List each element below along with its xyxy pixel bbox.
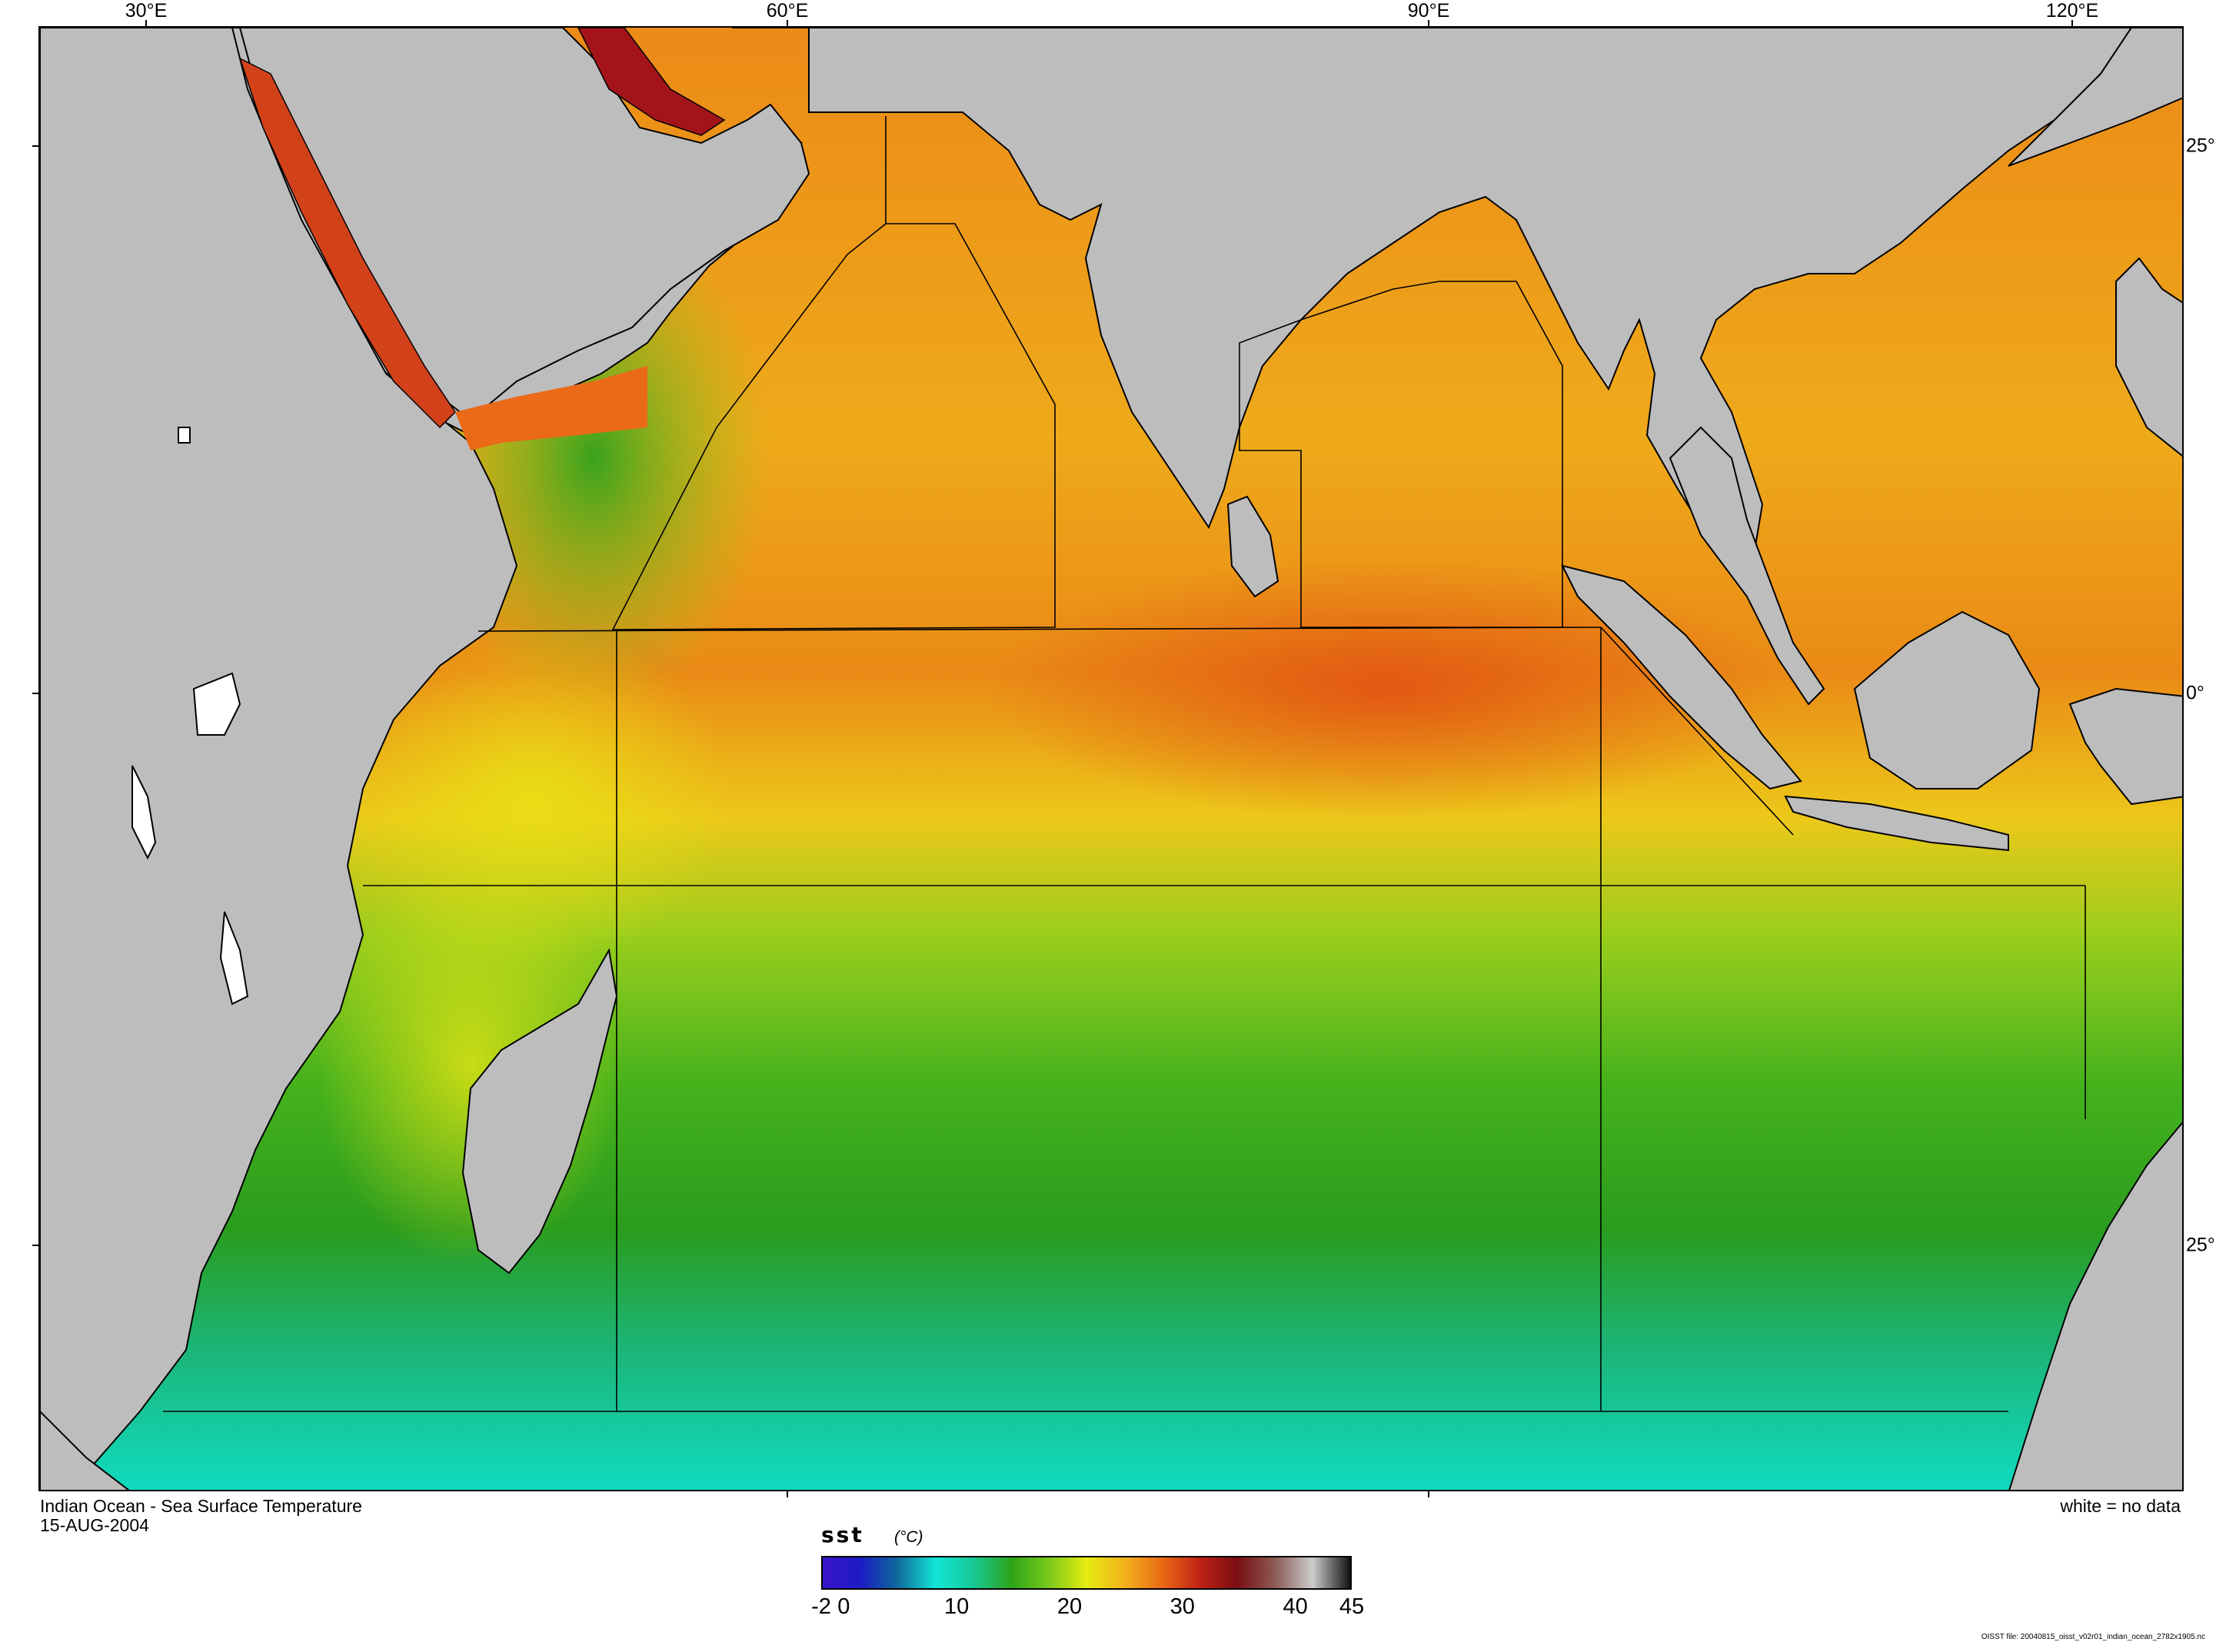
borneo: [1853, 610, 2041, 789]
land-masses: [40, 28, 2182, 1490]
map-title: Indian Ocean - Sea Surface Temperature: [40, 1496, 362, 1516]
tick-top-90e: [1428, 20, 1429, 26]
colorbar-tick-label: 10: [944, 1594, 970, 1619]
australia: [2008, 1122, 2182, 1490]
tick-left-0: [32, 693, 38, 694]
south-africa-tip: [40, 1410, 130, 1490]
equator-box-line: [477, 627, 1602, 632]
java: [1784, 795, 2009, 852]
warm-pool: [986, 558, 1785, 819]
sst-map: [38, 26, 2184, 1491]
lat-label-25n: 25°: [2186, 135, 2215, 157]
sumatra: [1561, 564, 1802, 790]
tick-left-25s: [32, 1245, 38, 1246]
colorbar-units: (°C): [894, 1528, 923, 1546]
lake-victoria: [192, 672, 241, 736]
lat-label-25s: 25°: [2186, 1234, 2215, 1256]
file-info: OISST file: 20040815_oisst_v02r01_indian…: [1981, 1633, 2205, 1641]
arabian-sea-box: [611, 116, 1056, 630]
colorbar-tick-label: 0: [837, 1594, 850, 1619]
lon-label-90e: 90°E: [1407, 0, 1450, 22]
colorbar-tick-label: 30: [1170, 1594, 1195, 1619]
colorbar-variable: sst: [821, 1522, 864, 1547]
red-sea: [238, 57, 456, 429]
persian-gulf: [577, 28, 726, 136]
indian-subcontinent: [808, 28, 2133, 599]
tick-bottom-90e: [1428, 1491, 1429, 1497]
tick-left-25n: [32, 145, 38, 147]
lake-malawi: [219, 911, 249, 1005]
gulf-of-aden: [455, 366, 647, 450]
no-data-islands: [131, 427, 249, 1005]
lon-label-60e: 60°E: [766, 0, 809, 22]
bay-of-bengal-box: [1239, 281, 1563, 628]
colorbar: [821, 1556, 1352, 1590]
tick-top-60e: [787, 20, 788, 26]
lat-label-0: 0°: [2186, 682, 2204, 704]
map-date: 15-AUG-2004: [40, 1515, 149, 1535]
tick-top-120e: [2071, 20, 2073, 26]
colorbar-tick-label: 20: [1056, 1594, 1083, 1619]
colorbar-tick-label: 40: [1283, 1594, 1308, 1619]
sri-lanka: [1226, 495, 1279, 598]
africa-east-coast: [40, 28, 518, 1490]
lake-tanganyika: [131, 765, 157, 860]
sumatra-box-line: [1600, 627, 1794, 836]
tick-bottom-60e: [787, 1491, 788, 1497]
colorbar-tick-label: 45: [1339, 1594, 1365, 1619]
sulawesi-east: [2068, 687, 2182, 806]
colorbar-tick-label: -2: [811, 1594, 831, 1619]
no-data-note: white = no data: [2060, 1496, 2181, 1516]
sst-map-canvas: [40, 28, 2182, 1490]
lon-label-30e: 30°E: [125, 0, 168, 22]
indochina-malaysia: [1669, 426, 1825, 706]
tick-top-30e: [145, 20, 147, 26]
philippines: [2115, 257, 2182, 457]
south-china-coast: [2008, 28, 2182, 167]
lon-label-120e: 120°E: [2045, 0, 2099, 22]
region-boxes: [163, 116, 2086, 1412]
lake-small: [178, 427, 191, 444]
